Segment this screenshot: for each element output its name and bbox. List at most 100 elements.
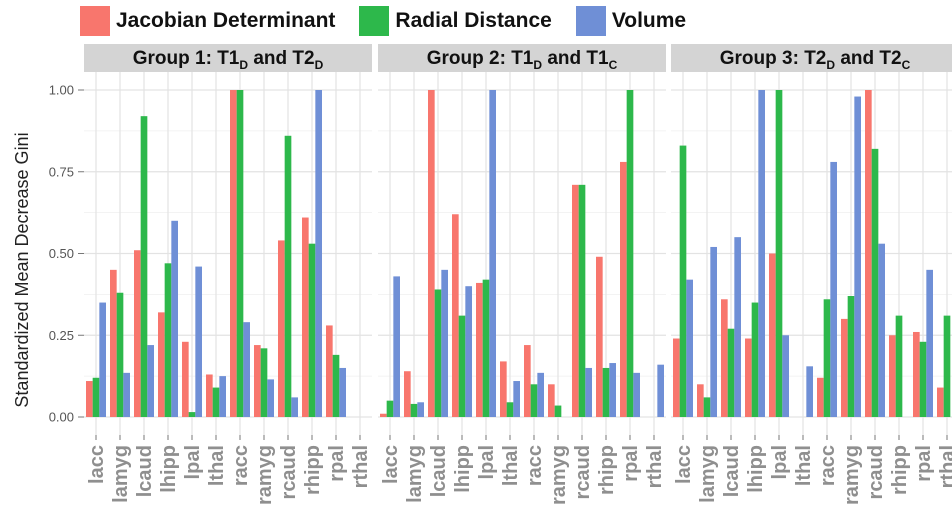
legend-label-radial: Radial Distance <box>395 9 552 32</box>
x-tick-label: lpal <box>182 445 204 479</box>
bar-racc-volume <box>243 322 250 417</box>
bar-rhipp-radial <box>308 243 316 417</box>
x-tick-label: lhipp <box>452 445 474 493</box>
bar-rcaud-volume <box>585 367 592 417</box>
legend-swatch-volume <box>575 6 606 36</box>
y-axis-label: Standardized Mean Decrease Gini <box>12 132 32 407</box>
strip-text-part: and T2 <box>835 48 902 69</box>
panel-2: Group 2: T1D and T1C <box>378 44 666 435</box>
bar-rthal-volume <box>657 364 664 417</box>
bar-lacc-radial <box>386 400 394 417</box>
x-tick-label: rpal <box>913 445 935 482</box>
bar-ramyg-radial <box>847 296 855 417</box>
bar-rpal-jacobian <box>326 325 333 417</box>
bar-lpal-radial <box>188 412 196 417</box>
y-tick-label: 0.00 <box>49 410 74 425</box>
x-tick-label: ramyg <box>254 445 276 505</box>
x-tick-label: rthal <box>937 445 952 488</box>
y-tick-label: 1.00 <box>49 83 74 98</box>
bar-rcaud-jacobian <box>572 184 579 417</box>
bar-lhipp-jacobian <box>452 214 459 417</box>
legend-item-volume: Volume <box>575 6 686 36</box>
bar-racc-jacobian <box>230 90 237 417</box>
panel-strip-title: Group 2: T1D and T1C <box>427 48 618 72</box>
bar-ramyg-radial <box>554 405 562 417</box>
x-tick-label: ramyg <box>841 445 863 505</box>
strip-text-part: Group 1: T1 <box>133 48 240 69</box>
y-tick-label: 0.50 <box>49 246 74 261</box>
bar-lcaud-volume <box>147 345 154 417</box>
legend-swatch-radial <box>359 6 390 36</box>
x-tick-label: lhipp <box>745 445 767 493</box>
x-tick-label: lthal <box>793 445 815 486</box>
panel-1: Group 1: T1D and T2D <box>84 44 372 435</box>
bar-lamyg-volume <box>123 372 130 417</box>
bar-rpal-radial <box>332 354 340 417</box>
bar-rhipp-radial <box>602 367 610 417</box>
x-tick-label: lamyg <box>697 445 719 503</box>
panel-strip <box>378 44 666 72</box>
panel-strip-title: Group 1: T1D and T2D <box>133 48 324 72</box>
bar-lpal-volume <box>489 90 496 417</box>
panel-strip <box>671 44 952 72</box>
bar-lhipp-radial <box>164 263 172 417</box>
x-tick-label: rthal <box>350 445 372 488</box>
bar-lthal-volume <box>806 366 813 417</box>
x-tick-label: rcaud <box>865 445 887 499</box>
strip-subscript: D <box>239 58 248 72</box>
bar-racc-jacobian <box>524 345 531 417</box>
x-tick-label: rpal <box>326 445 348 482</box>
bar-lthal-volume <box>219 376 226 417</box>
bar-lcaud-volume <box>441 269 448 417</box>
strip-text-part: and T2 <box>248 48 315 69</box>
bar-lpal-jacobian <box>769 253 776 417</box>
bar-lacc-volume <box>686 279 693 417</box>
bar-lpal-jacobian <box>476 282 483 417</box>
strip-subscript: D <box>315 58 324 72</box>
x-tick-label: lpal <box>769 445 791 479</box>
bar-racc-jacobian <box>817 377 824 417</box>
bar-rcaud-volume <box>291 397 298 417</box>
bar-lthal-volume <box>513 381 520 417</box>
bar-lhipp-volume <box>171 220 178 417</box>
bar-lpal-radial <box>482 279 490 417</box>
bar-rpal-volume <box>633 372 640 417</box>
bar-lamyg-jacobian <box>697 384 704 417</box>
x-tick-label: ramyg <box>548 445 570 505</box>
x-tick-label: lcaud <box>721 445 743 497</box>
bar-lamyg-volume <box>417 402 424 417</box>
x-tick-label: rcaud <box>572 445 594 499</box>
bar-lamyg-volume <box>710 246 717 417</box>
panel-3: Group 3: T2D and T2C <box>671 44 952 435</box>
bar-racc-radial <box>236 90 244 417</box>
bar-lamyg-jacobian <box>110 269 117 417</box>
bar-ramyg-jacobian <box>548 384 555 417</box>
bar-rcaud-jacobian <box>865 90 872 417</box>
bar-rpal-volume <box>339 367 346 417</box>
bar-lamyg-radial <box>410 403 418 417</box>
x-tick-label: lthal <box>500 445 522 486</box>
x-tick-label: lthal <box>206 445 228 486</box>
bar-rhipp-jacobian <box>596 256 603 417</box>
x-tick-label: lcaud <box>134 445 156 497</box>
bar-lpal-radial <box>775 90 783 417</box>
bar-lacc-radial <box>679 145 687 417</box>
x-tick-label: lacc <box>380 445 402 484</box>
x-tick-label: lamyg <box>404 445 426 503</box>
bar-rhipp-radial <box>895 315 903 417</box>
bar-rpal-jacobian <box>913 331 920 417</box>
bar-lhipp-jacobian <box>158 312 165 417</box>
bar-lcaud-radial <box>727 328 735 417</box>
strip-text-part: Group 3: T2 <box>720 48 827 69</box>
bar-ramyg-radial <box>260 348 268 417</box>
bar-lcaud-volume <box>734 237 741 417</box>
bar-lhipp-radial <box>458 315 466 417</box>
y-tick-label: 0.75 <box>49 164 74 179</box>
bar-rpal-jacobian <box>620 161 627 417</box>
bar-lhipp-volume <box>465 286 472 417</box>
bar-lcaud-radial <box>434 289 442 417</box>
bar-lpal-jacobian <box>182 341 189 417</box>
bar-rhipp-jacobian <box>302 217 309 417</box>
bar-rcaud-radial <box>284 135 292 417</box>
